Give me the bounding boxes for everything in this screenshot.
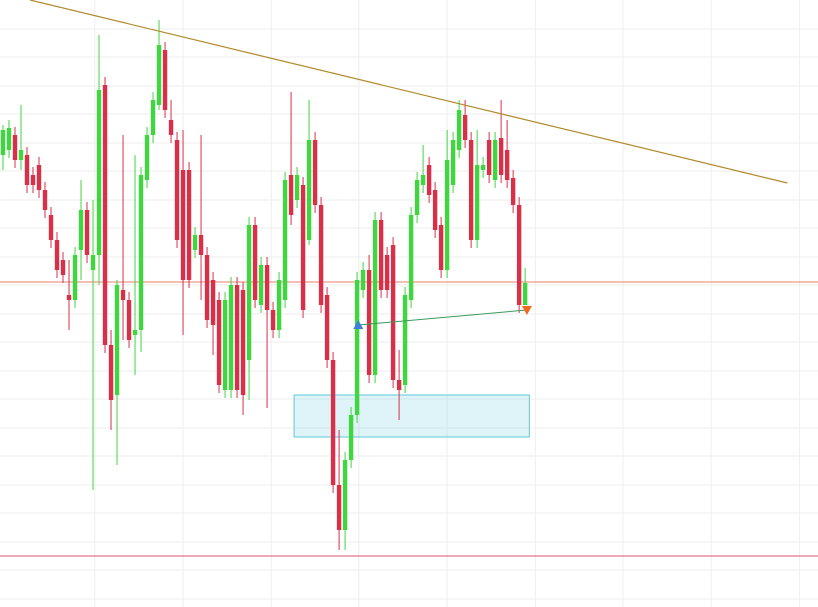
- candle-body: [288, 175, 294, 215]
- candle-body: [204, 255, 210, 320]
- candle-body: [420, 175, 426, 185]
- candle-body: [252, 225, 258, 300]
- candle-body: [504, 150, 510, 180]
- candle-body: [156, 45, 162, 105]
- candle-body: [444, 160, 450, 270]
- candle-body: [6, 128, 12, 150]
- candle-body: [60, 260, 66, 275]
- candle-body: [474, 165, 480, 240]
- candle-body: [438, 225, 444, 270]
- trend-line: [29, 0, 788, 184]
- candle-body: [144, 135, 150, 180]
- candle-body: [264, 265, 270, 310]
- candle-body: [336, 485, 342, 530]
- candle-body: [162, 50, 168, 110]
- candle-body: [258, 265, 264, 305]
- arrow-line: [358, 309, 527, 326]
- candle-body: [426, 165, 432, 195]
- candle-body: [348, 415, 354, 460]
- candle-body: [312, 140, 318, 205]
- candle-body: [516, 205, 522, 305]
- candle-body: [216, 300, 222, 385]
- candle-body: [0, 130, 6, 155]
- candle-body: [24, 155, 30, 185]
- candle-body: [330, 360, 336, 485]
- candle-body: [174, 140, 180, 240]
- candle-body: [306, 140, 312, 240]
- candle-body: [510, 178, 516, 205]
- candle-body: [432, 190, 438, 230]
- candle-body: [240, 290, 246, 395]
- candle-body: [300, 185, 306, 310]
- candle-body: [126, 300, 132, 340]
- candle-body: [366, 270, 372, 375]
- candle-body: [498, 138, 504, 175]
- candle-body: [96, 90, 102, 255]
- candle-body: [186, 170, 192, 280]
- candle-body: [138, 175, 144, 330]
- candle-body: [342, 460, 348, 530]
- candle-body: [462, 115, 468, 140]
- candle-body: [372, 220, 378, 375]
- candle-body: [390, 245, 396, 380]
- candle-body: [54, 240, 60, 270]
- candle-body: [48, 215, 54, 240]
- candle-body: [408, 215, 414, 300]
- candle-body: [18, 150, 24, 160]
- candle-body: [396, 380, 402, 390]
- candle-body: [450, 140, 456, 185]
- candle-body: [414, 180, 420, 215]
- candle-body: [486, 140, 492, 175]
- candle-body: [360, 270, 366, 290]
- candle-body: [132, 330, 138, 335]
- candle-body: [492, 140, 498, 180]
- candle-body: [192, 235, 198, 250]
- candle-body: [402, 295, 408, 385]
- candle-body: [210, 280, 216, 325]
- candle-body: [90, 255, 96, 270]
- candle-body: [324, 295, 330, 360]
- candle-body: [480, 165, 486, 170]
- candle-body: [246, 225, 252, 360]
- candle-body: [168, 120, 174, 135]
- candle-body: [102, 85, 108, 345]
- candle-body: [42, 190, 48, 210]
- candle-body: [318, 205, 324, 305]
- candle-body: [84, 210, 90, 255]
- candle-body: [276, 280, 282, 330]
- candle-body: [234, 285, 240, 390]
- candle-body: [522, 283, 528, 305]
- candle-body: [378, 220, 384, 290]
- candle-body: [180, 170, 186, 280]
- candle-body: [66, 295, 72, 300]
- arrow-start-marker: [353, 320, 364, 329]
- candle-body: [72, 255, 78, 300]
- candle-body: [294, 175, 300, 200]
- candle-body: [114, 285, 120, 395]
- candle-body: [468, 140, 474, 240]
- candle-body: [384, 255, 390, 290]
- candle-body: [12, 135, 18, 160]
- zone-box: [293, 394, 530, 438]
- candle-body: [222, 300, 228, 390]
- candle-body: [30, 175, 36, 185]
- candle-body: [120, 290, 126, 300]
- candle-body: [456, 110, 462, 150]
- arrow-end-marker: [521, 306, 532, 315]
- candle-body: [198, 235, 204, 255]
- candle-body: [36, 165, 42, 190]
- candle-body: [270, 310, 276, 330]
- candle-body: [108, 345, 114, 400]
- candle-body: [78, 210, 84, 250]
- candle-body: [228, 285, 234, 390]
- candle-body: [354, 280, 360, 415]
- candle-body: [150, 100, 156, 135]
- candle-body: [282, 180, 288, 300]
